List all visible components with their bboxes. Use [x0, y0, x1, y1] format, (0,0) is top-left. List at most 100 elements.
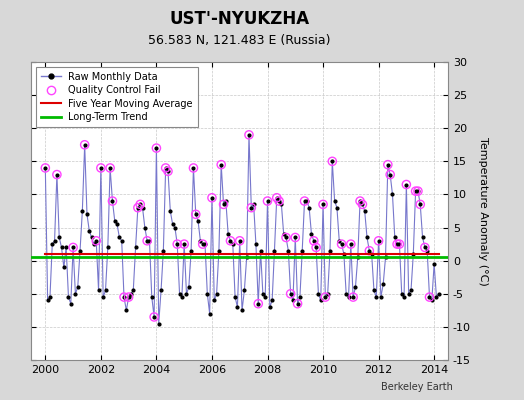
Point — [416, 201, 424, 208]
Point — [106, 165, 114, 171]
Point — [92, 238, 101, 244]
Point — [418, 234, 427, 241]
Point — [99, 294, 107, 300]
Point — [245, 132, 253, 138]
Point — [393, 241, 401, 247]
Point — [184, 284, 193, 290]
Point — [173, 241, 181, 247]
Point — [310, 238, 318, 244]
Point — [270, 248, 279, 254]
Point — [358, 201, 367, 208]
Point — [268, 297, 276, 304]
Point — [90, 241, 98, 247]
Point — [199, 241, 207, 247]
Point — [111, 218, 119, 224]
Point — [384, 162, 392, 168]
Point — [361, 208, 369, 214]
Point — [377, 294, 385, 300]
Point — [180, 241, 188, 247]
Text: 56.583 N, 121.483 E (Russia): 56.583 N, 121.483 E (Russia) — [148, 34, 331, 47]
Point — [264, 198, 272, 204]
Point — [120, 294, 128, 300]
Point — [346, 241, 355, 247]
Point — [326, 248, 334, 254]
Point — [247, 204, 256, 211]
Point — [55, 234, 63, 241]
Point — [356, 198, 364, 204]
Point — [71, 290, 80, 297]
Point — [296, 294, 304, 300]
Point — [363, 234, 371, 241]
Point — [354, 254, 362, 260]
Point — [323, 290, 332, 297]
Point — [300, 198, 309, 204]
Point — [194, 218, 202, 224]
Point — [60, 264, 68, 270]
Point — [386, 171, 395, 178]
Point — [434, 290, 443, 297]
Point — [85, 228, 93, 234]
Point — [291, 234, 299, 241]
Point — [117, 238, 126, 244]
Point — [101, 287, 110, 294]
Point — [164, 168, 172, 174]
Point — [94, 287, 103, 294]
Point — [272, 194, 281, 201]
Point — [152, 145, 160, 151]
Point — [215, 248, 223, 254]
Point — [140, 224, 149, 231]
Point — [134, 204, 142, 211]
Point — [96, 165, 105, 171]
Point — [425, 294, 434, 300]
Point — [41, 165, 50, 171]
Point — [57, 244, 66, 251]
Point — [78, 208, 86, 214]
Point — [81, 142, 89, 148]
Point — [224, 231, 232, 237]
Point — [81, 142, 89, 148]
Point — [159, 248, 168, 254]
Point — [344, 294, 353, 300]
Point — [145, 238, 154, 244]
Point — [208, 194, 216, 201]
Point — [53, 171, 61, 178]
Point — [161, 165, 170, 171]
Point — [312, 244, 320, 251]
Point — [106, 165, 114, 171]
Point — [120, 294, 128, 300]
Point — [423, 248, 431, 254]
Point — [328, 158, 336, 164]
Point — [201, 241, 209, 247]
Point — [266, 304, 274, 310]
Point — [310, 238, 318, 244]
Point — [365, 248, 374, 254]
Point — [328, 158, 336, 164]
Legend: Raw Monthly Data, Quality Control Fail, Five Year Moving Average, Long-Term Tren: Raw Monthly Data, Quality Control Fail, … — [36, 67, 198, 127]
Point — [407, 287, 415, 294]
Point — [428, 297, 436, 304]
Point — [199, 241, 207, 247]
Point — [372, 294, 380, 300]
Point — [405, 290, 413, 297]
Point — [356, 198, 364, 204]
Point — [235, 238, 244, 244]
Point — [430, 261, 438, 267]
Point — [321, 294, 330, 300]
Point — [398, 290, 406, 297]
Point — [388, 191, 397, 198]
Point — [425, 294, 434, 300]
Point — [127, 290, 135, 297]
Point — [277, 201, 286, 208]
Point — [108, 198, 117, 204]
Point — [358, 201, 367, 208]
Point — [247, 204, 256, 211]
Point — [411, 188, 420, 194]
Point — [240, 287, 248, 294]
Point — [298, 248, 307, 254]
Point — [319, 201, 327, 208]
Point — [161, 165, 170, 171]
Point — [243, 254, 251, 260]
Point — [228, 241, 237, 247]
Point — [256, 248, 265, 254]
Point — [284, 248, 292, 254]
